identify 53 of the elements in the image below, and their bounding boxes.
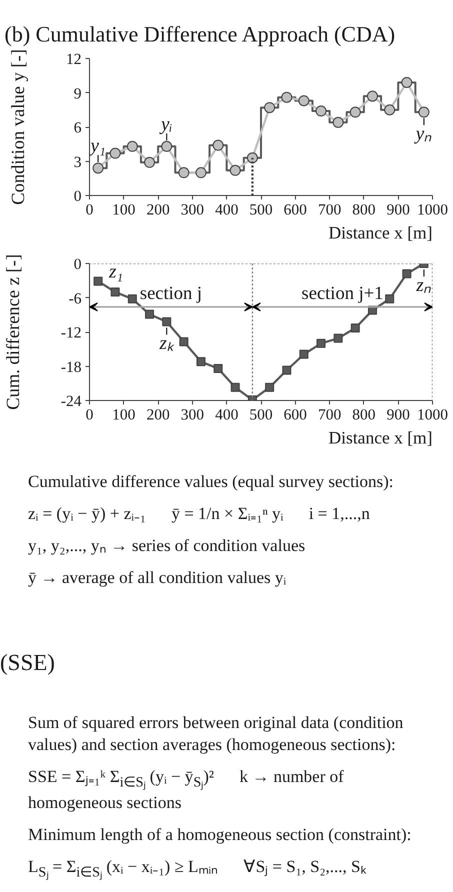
y-axis-title: Condition value y [-] <box>9 49 29 205</box>
y-tick-label: 12 <box>66 51 82 68</box>
text: L$_{Sⱼ}$ = Σ$_{i∈Sⱼ}$ (xᵢ − xᵢ₋₁) ≥ Lₘᵢₙ ∀Sⱼ = S₁, S₂,..., Sₖ <box>28 856 368 882</box>
y-tick-label: -6 <box>68 290 82 308</box>
text: Cumulative difference values (equal survey sections): <box>28 471 395 493</box>
y-tick-label: -12 <box>60 324 82 342</box>
x-tick-label: 1000 <box>417 406 448 424</box>
x-tick-label: 0 <box>86 406 94 424</box>
text: Minimum length of a homogeneous section (constraint): <box>28 824 412 846</box>
annotation: zₖ <box>158 333 175 354</box>
x-tick-label: 900 <box>386 202 410 218</box>
text: zᵢ = (yᵢ − ȳ) + zᵢ₋₁ ȳ = 1/n × Σᵢ₌₁ⁿ yᵢ i = 1,...,n <box>28 503 371 526</box>
y-axis-title: Cum. difference z [-] <box>4 254 24 410</box>
annotation: zₙ <box>415 275 432 296</box>
x-tick-label: 600 <box>284 202 308 218</box>
y-tick-label: 0 <box>74 188 82 205</box>
x-tick-label: 500 <box>249 202 273 218</box>
x-tick-label: 400 <box>215 406 239 424</box>
x-tick-label: 300 <box>180 406 204 424</box>
annotation: section j <box>140 284 202 304</box>
annotation: z₁ <box>108 262 123 283</box>
text: ȳ → average of all condition values yᵢ <box>28 567 288 590</box>
text: Sum of squared errors between original data (condition values) and section averages (homogeneous sections): <box>28 712 404 756</box>
x-tick-label: 900 <box>386 406 410 424</box>
x-tick-label: 500 <box>249 406 273 424</box>
x-tick-label: 700 <box>318 202 342 218</box>
y-tick-label: 6 <box>74 120 82 136</box>
x-tick-label: 800 <box>352 202 376 218</box>
x-tick-label: 200 <box>146 202 170 218</box>
y-tick-label: -18 <box>60 358 82 376</box>
x-tick-label: 0 <box>86 202 94 218</box>
y-tick-label: 3 <box>74 154 82 171</box>
x-tick-label: 700 <box>318 406 342 424</box>
x-tick-label: 100 <box>112 202 136 218</box>
y-tick-label: 9 <box>74 85 82 102</box>
text: SSE = Σⱼ₌₁ᵏ Σ$_{i∈Sⱼ}$ (yᵢ − ȳ$_{Sⱼ}$)² k → number of homogeneous sections <box>28 767 344 812</box>
x-tick-label: 800 <box>352 406 376 424</box>
text: (SSE) <box>0 649 56 677</box>
x-tick-label: 200 <box>146 406 170 424</box>
x-axis-title: Distance x [m] <box>328 222 433 242</box>
y-tick-label: -24 <box>60 393 82 410</box>
chart-title: (b) Cumulative Difference Approach (CDA) <box>4 22 396 46</box>
x-tick-label: 100 <box>112 406 136 424</box>
x-tick-label: 1000 <box>417 202 448 218</box>
y-tick-label: 0 <box>74 256 82 273</box>
text: y₁, y₂,..., yₙ → series of condition values <box>28 535 306 558</box>
annotation: section j+1 <box>302 284 384 304</box>
x-tick-label: 600 <box>284 406 308 424</box>
annotation: yₙ <box>414 124 432 145</box>
x-tick-label: 300 <box>180 202 204 218</box>
annotation: yᵢ <box>158 114 172 135</box>
x-axis-title: Distance x [m] <box>328 428 433 448</box>
x-tick-label: 400 <box>215 202 239 218</box>
